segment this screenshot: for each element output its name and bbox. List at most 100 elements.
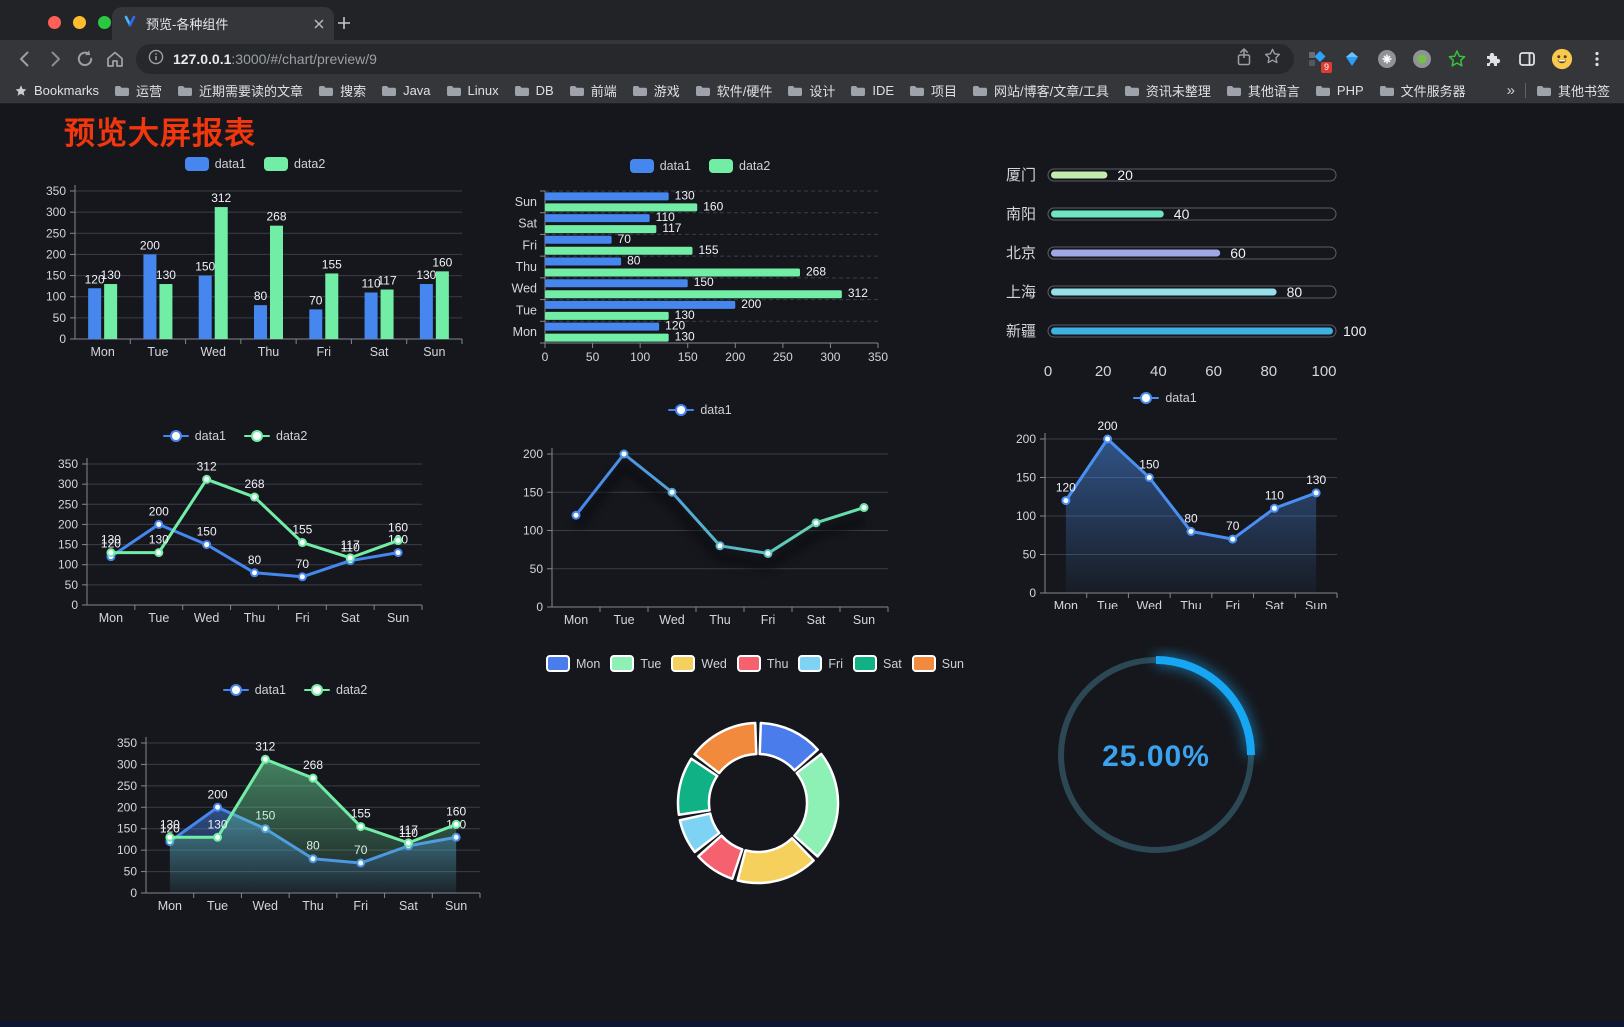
legend-item[interactable]: Mon bbox=[545, 655, 600, 672]
chart-city-progress[interactable]: 厦门 20 南阳 40 北京 60 上海 80 新疆 100 0 20 40 60 80 100 bbox=[985, 153, 1385, 383]
chart-donut[interactable]: Mon Tue Wed Thu Fri Sat Sun bbox=[545, 647, 964, 889]
svg-text:250: 250 bbox=[773, 350, 793, 364]
bookmark-folder[interactable]: IDE bbox=[850, 83, 894, 98]
browser-menu-icon[interactable] bbox=[1586, 48, 1608, 70]
page-content: 预览大屏报表 data1 data2 0 50 100 150 200 250 300 350 Mo… bbox=[0, 104, 1624, 1027]
bookmark-folder[interactable]: 资讯未整理 bbox=[1124, 81, 1211, 100]
legend-item[interactable]: data2 bbox=[264, 157, 325, 171]
bookmarks-manager-button[interactable]: Bookmarks bbox=[14, 83, 99, 98]
close-window-button[interactable] bbox=[48, 16, 61, 29]
bookmark-folder[interactable]: 文件服务器 bbox=[1379, 81, 1466, 100]
chart-area-two-series[interactable]: data1 data2 0 50 100 150 200 250 300 350 Mon Tue Wed… bbox=[100, 677, 490, 917]
legend-item[interactable]: Fri bbox=[798, 655, 843, 672]
svg-text:120: 120 bbox=[85, 272, 105, 286]
browser-tab[interactable]: 预览-各种组件 bbox=[112, 7, 334, 40]
other-bookmarks-button[interactable]: 其他书签 bbox=[1536, 81, 1610, 100]
legend-item[interactable]: data1 bbox=[162, 429, 226, 443]
bookmarks-overflow-button[interactable]: » bbox=[1506, 82, 1515, 99]
bookmark-folder[interactable]: 设计 bbox=[787, 81, 835, 100]
legend-swatch bbox=[264, 157, 288, 171]
legend-item[interactable]: data1 bbox=[184, 157, 246, 171]
chart-gauge-progress[interactable]: 25.00% bbox=[1040, 646, 1275, 868]
folder-icon bbox=[1315, 86, 1330, 96]
bookmark-folder[interactable]: PHP bbox=[1315, 83, 1364, 98]
legend-swatch bbox=[545, 655, 570, 672]
svg-text:200: 200 bbox=[523, 447, 543, 461]
home-button[interactable] bbox=[100, 44, 130, 74]
reload-button[interactable] bbox=[70, 44, 100, 74]
bookmark-folder[interactable]: Linux bbox=[446, 83, 499, 98]
legend-item[interactable]: Sat bbox=[853, 655, 902, 672]
svg-text:150: 150 bbox=[46, 269, 66, 283]
extensions-puzzle-icon[interactable] bbox=[1481, 48, 1503, 70]
forward-button[interactable] bbox=[40, 44, 70, 74]
profile-avatar[interactable] bbox=[1551, 48, 1573, 70]
svg-text:250: 250 bbox=[117, 779, 137, 793]
bookmark-folder[interactable]: 网站/博客/文章/工具 bbox=[972, 81, 1109, 100]
sidebar-toggle-icon[interactable] bbox=[1516, 48, 1538, 70]
address-bar[interactable]: 127.0.0.1:3000/#/chart/preview/9 bbox=[136, 44, 1294, 74]
bookmark-folder[interactable]: 前端 bbox=[569, 81, 617, 100]
bookmark-folder[interactable]: 游戏 bbox=[632, 81, 680, 100]
folder-icon bbox=[910, 86, 925, 96]
bookmark-folder[interactable]: 其他语言 bbox=[1226, 81, 1300, 100]
legend-item[interactable]: Tue bbox=[610, 655, 661, 672]
legend-swatch bbox=[304, 684, 330, 696]
chart-line-gradient[interactable]: data1 0 50 100 150 200 Mon Tue Wed Thu Fri Sat Sun bbox=[500, 397, 900, 629]
svg-text:上海: 上海 bbox=[1006, 284, 1036, 301]
svg-text:312: 312 bbox=[848, 286, 868, 300]
svg-text:110: 110 bbox=[656, 210, 675, 224]
gem-extension-icon[interactable] bbox=[1341, 48, 1363, 70]
site-info-icon[interactable] bbox=[148, 49, 164, 70]
legend-item[interactable]: Thu bbox=[736, 655, 788, 672]
folder-icon bbox=[1379, 86, 1394, 96]
bookmark-folder[interactable]: 项目 bbox=[909, 81, 957, 100]
svg-text:Fri: Fri bbox=[316, 345, 331, 359]
chart-horizontal-bar[interactable]: data1 data2 0 50 100 150 200 250 300 350 Mon 120 130… bbox=[500, 153, 900, 365]
chart-line-two-series[interactable]: data1 data2 0 50 100 150 200 250 300 350 Mon Tue Wed… bbox=[40, 425, 430, 637]
legend-swatch bbox=[184, 157, 209, 171]
bookmark-label: 文件服务器 bbox=[1400, 84, 1466, 99]
chart-area-single[interactable]: data1 0 50 100 150 200 Mon Tue Wed Thu Fri Sat Sun 12… bbox=[975, 387, 1355, 609]
legend-item[interactable]: data1 bbox=[222, 683, 286, 697]
maximize-window-button[interactable] bbox=[98, 16, 111, 29]
dot-circle-extension-icon[interactable] bbox=[1411, 48, 1433, 70]
bookmark-folder[interactable]: 运营 bbox=[114, 81, 162, 100]
legend-item[interactable]: data2 bbox=[709, 159, 770, 173]
back-button[interactable] bbox=[10, 44, 40, 74]
legend-label: data2 bbox=[276, 429, 308, 443]
command-circle-extension-icon[interactable] bbox=[1376, 48, 1398, 70]
legend-swatch bbox=[671, 655, 696, 672]
svg-text:Mon: Mon bbox=[99, 611, 123, 625]
footer-strip bbox=[0, 1021, 1624, 1027]
svg-text:150: 150 bbox=[195, 260, 215, 274]
svg-text:40: 40 bbox=[1174, 206, 1190, 222]
legend-item[interactable]: Sun bbox=[911, 655, 964, 672]
star-icon bbox=[15, 84, 27, 96]
svg-text:80: 80 bbox=[1260, 363, 1277, 380]
bookmark-folder[interactable]: Java bbox=[381, 83, 431, 98]
svg-text:Wed: Wed bbox=[659, 613, 685, 627]
folder-icon bbox=[1124, 86, 1139, 96]
legend-item[interactable]: data2 bbox=[304, 683, 367, 697]
green-star-extension-icon[interactable] bbox=[1446, 48, 1468, 70]
svg-text:200: 200 bbox=[741, 297, 761, 311]
bookmark-folder[interactable]: 近期需要读的文章 bbox=[177, 81, 303, 100]
bookmark-folder[interactable]: DB bbox=[514, 83, 554, 98]
svg-text:130: 130 bbox=[160, 817, 180, 831]
legend-item[interactable]: data1 bbox=[629, 159, 691, 173]
bookmark-folder[interactable]: 软件/硬件 bbox=[695, 81, 772, 100]
chart-grouped-bar[interactable]: data1 data2 0 50 100 150 200 250 300 350 Mon Tue Wed… bbox=[40, 149, 470, 364]
legend-item[interactable]: Wed bbox=[671, 655, 727, 672]
share-icon[interactable] bbox=[1234, 47, 1254, 72]
minimize-window-button[interactable] bbox=[73, 16, 86, 29]
legend-item[interactable]: data1 bbox=[1133, 391, 1197, 405]
new-tab-button[interactable] bbox=[330, 9, 358, 37]
extension-grid-icon[interactable]: 9 bbox=[1306, 48, 1332, 73]
bookmark-folder[interactable]: 搜索 bbox=[318, 81, 366, 100]
tab-close-icon[interactable] bbox=[314, 19, 324, 29]
legend-item[interactable]: data2 bbox=[244, 429, 307, 443]
svg-text:0: 0 bbox=[59, 332, 66, 346]
bookmark-star-icon[interactable] bbox=[1263, 47, 1282, 71]
legend-item[interactable]: data1 bbox=[668, 403, 732, 417]
